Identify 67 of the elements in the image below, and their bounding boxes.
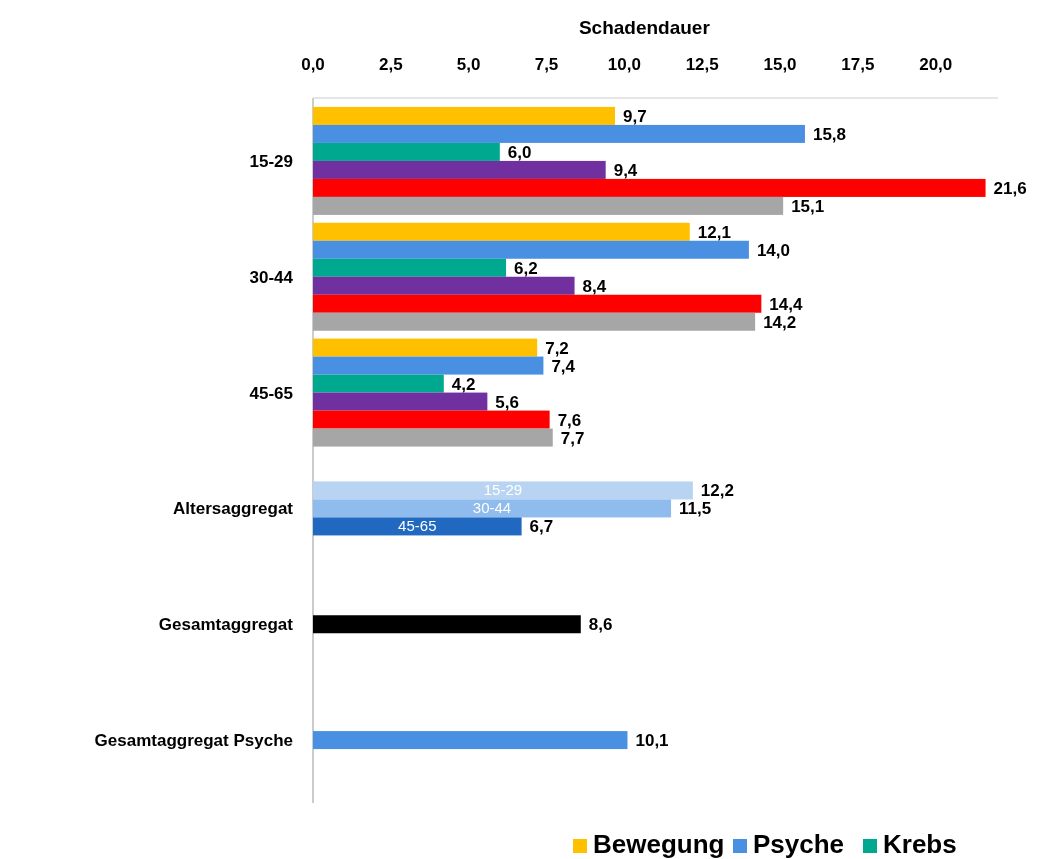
bar [313, 276, 575, 295]
bar [313, 222, 690, 241]
legend-label: Bewegung [593, 829, 725, 859]
bar [313, 240, 749, 259]
data-label: 14,2 [763, 312, 797, 332]
data-label: 6,0 [507, 142, 532, 162]
x-tick-label: 17,5 [841, 55, 875, 74]
series-label: 30-44 [472, 499, 512, 517]
bar [313, 481, 693, 500]
legend-label: Psyche [753, 829, 845, 859]
data-label: 9,7 [623, 106, 647, 126]
x-tick-label: 12,5 [685, 55, 719, 74]
data-label: 9,4 [613, 160, 638, 180]
data-label: 12,1 [697, 222, 731, 242]
x-tick-label: 7,5 [534, 55, 559, 74]
bar [313, 428, 553, 447]
y-tick-label: 15-29 [249, 151, 293, 171]
y-tick-label: Gesamtaggregat [158, 615, 294, 635]
data-label: 14,0 [756, 240, 790, 260]
bar [313, 142, 500, 161]
x-axis-title: Schadendauer [578, 17, 711, 38]
bar [313, 160, 606, 179]
bar [313, 615, 581, 634]
bar [313, 258, 507, 277]
x-tick-label: 10,0 [607, 55, 641, 74]
bar [313, 196, 784, 215]
bar [313, 356, 544, 375]
data-label: 7,7 [560, 428, 585, 448]
data-label: 6,2 [514, 258, 538, 278]
data-label: 15,1 [791, 196, 825, 216]
y-tick-label: 45-65 [249, 383, 293, 403]
data-label: 8,4 [582, 276, 607, 296]
x-tick-label: 5,0 [456, 55, 481, 74]
data-label: 7,6 [557, 410, 582, 430]
y-tick-label: Gesamtaggregat Psyche [94, 731, 293, 751]
y-tick-label: 30-44 [249, 267, 294, 287]
bar [313, 178, 986, 197]
bar [313, 294, 762, 313]
bar [313, 312, 756, 331]
bar [313, 499, 672, 518]
x-tick-label: 2,5 [379, 55, 403, 74]
data-label: 12,2 [700, 481, 734, 501]
data-label: 15,8 [812, 124, 847, 144]
data-label: 7,4 [551, 356, 576, 376]
data-label: 4,2 [451, 374, 476, 394]
data-label: 8,6 [588, 615, 613, 635]
bar [313, 124, 805, 143]
data-label: 10,1 [635, 731, 669, 751]
x-tick-label: 20,0 [919, 55, 953, 74]
series-label: 45-65 [398, 517, 437, 535]
bar [313, 338, 538, 357]
bar [313, 392, 488, 411]
bar [313, 106, 616, 125]
series-label: 15-29 [483, 481, 523, 499]
data-label: 5,6 [495, 392, 519, 412]
bar [313, 517, 522, 536]
x-tick-label: 15,0 [763, 55, 797, 74]
data-label: 7,2 [545, 338, 569, 358]
data-label: 6,7 [529, 517, 554, 537]
bar [313, 410, 550, 429]
y-tick-label: Altersaggregat [173, 499, 294, 519]
legend-label: Krebs [883, 829, 957, 859]
data-label: 14,4 [769, 294, 803, 314]
x-tick-label: 0,0 [301, 55, 325, 74]
bar [313, 374, 444, 393]
data-label: 11,5 [679, 499, 712, 519]
data-label: 21,6 [993, 178, 1027, 198]
